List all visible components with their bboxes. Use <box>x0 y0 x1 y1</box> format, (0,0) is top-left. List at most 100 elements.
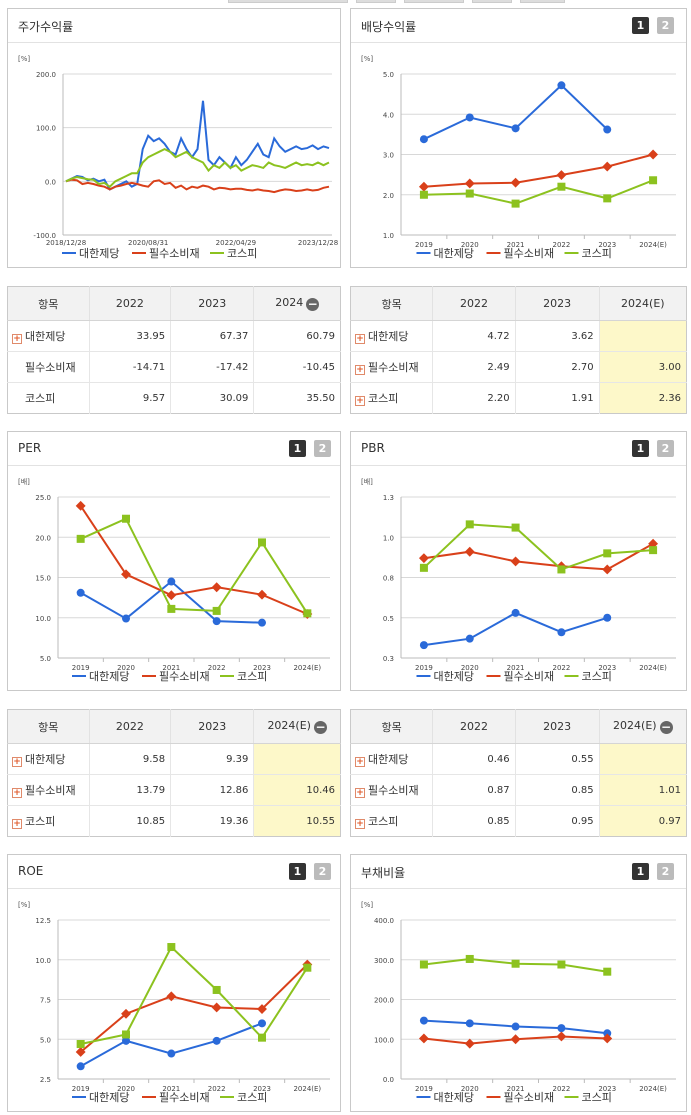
data-point <box>258 538 266 547</box>
x-tick-label: 2024(E) <box>293 1085 321 1093</box>
row-label-cell: + 필수소비재 <box>350 774 433 806</box>
column-header: 2022 <box>432 286 516 321</box>
series-line <box>65 100 330 191</box>
table-row: + 코스피 2.20 1.91 2.36 <box>351 382 687 414</box>
expand-icon[interactable]: + <box>12 334 22 344</box>
column-header: 2024− <box>253 286 341 321</box>
view-1-button[interactable]: 1 <box>289 863 306 880</box>
series-line <box>80 963 309 1053</box>
collapse-icon[interactable]: − <box>313 720 327 734</box>
legend-item: 필수소비재 <box>486 1091 554 1104</box>
expand-icon[interactable]: + <box>12 757 22 767</box>
per-chart: [배] 25.0 20.0 15.0 10.0 5.0 2019 2020 2021 2022 20… <box>18 477 330 683</box>
data-point <box>212 617 221 626</box>
legend-item: 코스피 <box>564 670 612 683</box>
y-tick-label: 300.0 <box>374 957 394 965</box>
data-point <box>76 588 85 597</box>
panel-header: 주가수익률 <box>8 9 340 43</box>
data-point <box>167 1049 176 1058</box>
legend-label: 대한제당 <box>89 1091 129 1104</box>
value-cell: 33.95 <box>88 320 171 352</box>
value-cell: 2.70 <box>514 351 600 383</box>
row-label: 코스피 <box>368 815 399 828</box>
legend-item: 대한제당 <box>62 247 119 260</box>
expand-icon[interactable]: + <box>355 757 365 767</box>
column-header-label: 항목 <box>38 720 59 734</box>
view-1-button[interactable]: 1 <box>632 17 649 34</box>
legend-label: 코스피 <box>237 670 267 683</box>
value-cell: 10.46 <box>253 774 341 806</box>
data-point <box>511 608 520 617</box>
x-tick-label: 2018/12/28 <box>46 239 86 247</box>
data-point <box>603 194 612 203</box>
view-2-button[interactable]: 2 <box>314 863 331 880</box>
data-point <box>557 182 566 191</box>
view-2-button[interactable]: 2 <box>657 17 674 34</box>
x-tick-label: 2020 <box>461 241 479 249</box>
collapse-icon[interactable]: − <box>306 297 320 311</box>
column-header: 2022 <box>88 709 171 744</box>
roe-panel: ROE 1 2 [%] 12.5 10.0 7.5 5.0 2.5 2019 2020 2021… <box>7 854 341 1112</box>
value-cell: 19.36 <box>170 805 254 837</box>
expand-icon[interactable]: + <box>355 788 365 798</box>
per-table: 항목 2022 2023 2024(E) − + 대한제당 9.58 9.39 + 필수소비재 13.… <box>7 709 341 837</box>
view-1-button[interactable]: 1 <box>632 440 649 457</box>
row-label-cell: + 코스피 <box>8 806 90 837</box>
expand-icon[interactable]: + <box>355 365 365 375</box>
legend-item: 필수소비재 <box>142 1091 210 1104</box>
data-point <box>167 604 176 613</box>
top-edge <box>0 0 691 8</box>
collapse-icon[interactable]: − <box>659 720 673 734</box>
data-point <box>511 959 520 968</box>
x-tick-label: 2023 <box>253 1085 271 1093</box>
column-header-label: 2023 <box>198 297 227 310</box>
expand-icon[interactable]: + <box>355 819 365 829</box>
view-1-button[interactable]: 1 <box>289 440 306 457</box>
row-label: 대한제당 <box>25 753 66 766</box>
y-tick-label: 7.5 <box>40 997 51 1005</box>
debt-panel: 부채비율 1 2 [%] 400.0 300.0 200.0 100.0 0.0 2019 2… <box>350 854 687 1112</box>
y-tick-label: 0.0 <box>45 178 56 186</box>
expand-icon[interactable]: + <box>355 396 365 406</box>
x-tick-label: 2022 <box>553 1085 571 1093</box>
row-label: 대한제당 <box>368 753 409 766</box>
value-cell: 0.85 <box>514 774 600 806</box>
data-point <box>167 577 176 586</box>
legend-item: 코스피 <box>564 247 612 260</box>
column-header: 항목 <box>350 709 433 744</box>
data-point <box>464 178 475 189</box>
column-header-label: 2023 <box>543 297 572 310</box>
view-1-button[interactable]: 1 <box>632 863 649 880</box>
x-tick-label: 2019 <box>415 241 433 249</box>
view-2-button[interactable]: 2 <box>657 863 674 880</box>
y-tick-label: 12.5 <box>35 917 51 925</box>
data-point <box>258 618 266 627</box>
row-label-cell: + 대한제당 <box>350 320 433 352</box>
value-cell: 3.62 <box>514 320 600 352</box>
table-row: + 대한제당 9.58 9.39 <box>7 743 341 775</box>
y-tick-label: 0.8 <box>383 575 394 583</box>
returns-panel: 주가수익률 [%] 200.0 100.0 0.0 -100.0 2018/12/28 20… <box>7 8 341 268</box>
y-tick-label: 2.5 <box>40 1076 51 1084</box>
panel-title: 배당수익률 <box>361 20 417 34</box>
returns-table: 항목 2022 2023 2024− + 대한제당 33.95 67.37 60.79 필수소비재… <box>7 286 341 414</box>
expand-icon[interactable]: + <box>355 334 365 344</box>
data-point <box>419 1016 428 1025</box>
value-cell: 0.97 <box>598 805 687 837</box>
data-point <box>75 500 86 511</box>
value-cell: 1.91 <box>514 382 600 414</box>
unit-label: [%] <box>361 901 373 909</box>
x-tick-label: 2021 <box>162 1085 180 1093</box>
expand-icon[interactable]: + <box>12 788 22 798</box>
row-label: 코스피 <box>25 392 56 405</box>
data-point <box>121 1008 131 1019</box>
y-tick-label: 400.0 <box>374 917 394 925</box>
expand-icon[interactable]: + <box>12 819 22 829</box>
data-point <box>122 1036 130 1045</box>
data-point <box>648 149 659 160</box>
view-2-button[interactable]: 2 <box>657 440 674 457</box>
view-2-button[interactable]: 2 <box>314 440 331 457</box>
legend-label: 코스피 <box>582 1091 612 1104</box>
data-point <box>122 614 130 623</box>
